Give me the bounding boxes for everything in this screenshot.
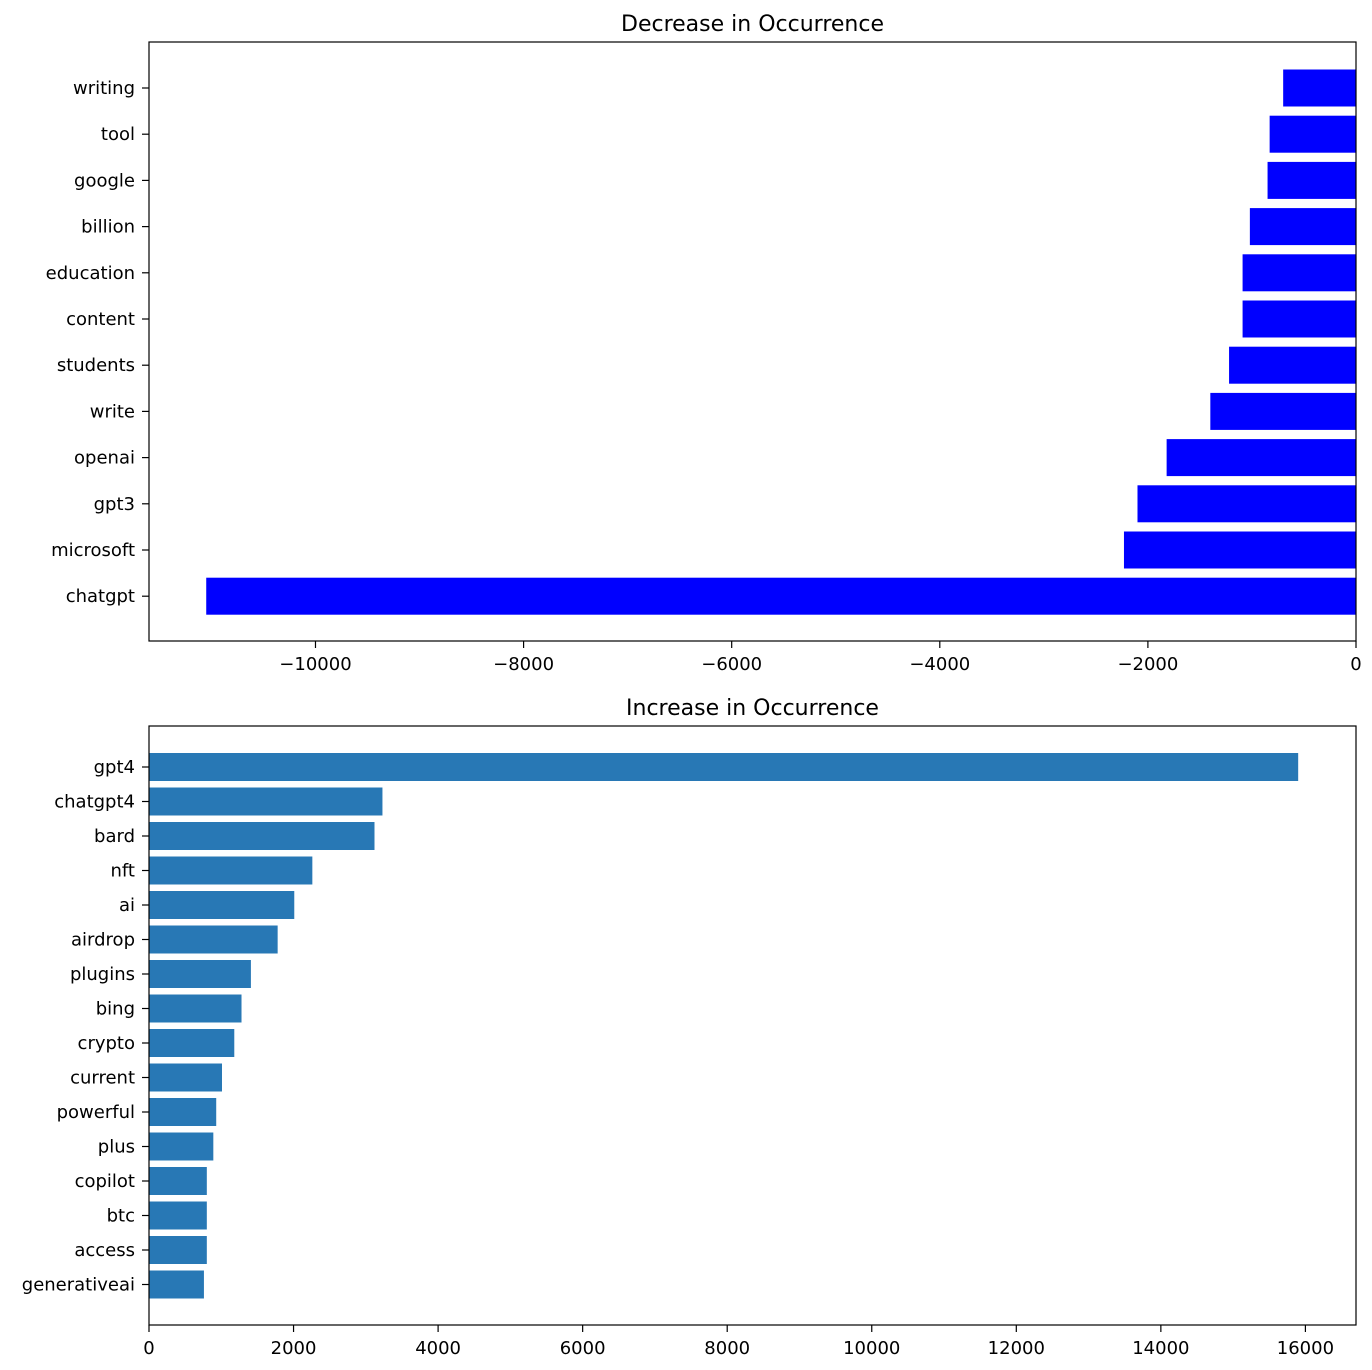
x-tick-label: 6000 <box>560 1338 606 1359</box>
bar-chatgpt <box>206 577 1356 615</box>
bar-ai <box>149 891 295 919</box>
x-tick-label: 8000 <box>704 1338 750 1359</box>
bar-powerful <box>149 1098 217 1126</box>
y-tick-label: btc <box>107 1206 135 1227</box>
x-tick-label: 0 <box>143 1338 154 1359</box>
bar-write <box>1210 392 1356 430</box>
x-tick-label: −6000 <box>701 654 762 675</box>
x-tick-label: 16000 <box>1277 1338 1334 1359</box>
bar-nft <box>149 856 313 885</box>
y-tick-label: openai <box>74 448 135 469</box>
y-tick-label: ai <box>119 895 135 916</box>
y-tick-label: plus <box>98 1137 135 1158</box>
x-tick-label: 14000 <box>1132 1338 1189 1359</box>
y-tick-label: microsoft <box>51 540 135 561</box>
x-tick-label: −10000 <box>279 654 351 675</box>
y-tick-label: current <box>70 1068 135 1089</box>
bar-airdrop <box>149 925 278 954</box>
y-tick-label: gpt4 <box>94 757 135 778</box>
bar-gpt4 <box>149 753 1299 781</box>
bar-openai <box>1166 439 1356 477</box>
y-tick-label: generativeai <box>22 1275 135 1296</box>
bar-education <box>1242 254 1356 292</box>
x-tick-label: 4000 <box>415 1338 461 1359</box>
x-tick-label: 10000 <box>843 1338 900 1359</box>
x-tick-label: 0 <box>1350 654 1361 675</box>
bar-bing <box>149 994 242 1023</box>
bar-gpt3 <box>1137 485 1356 523</box>
bar-tool <box>1269 115 1356 153</box>
y-tick-label: education <box>46 263 135 284</box>
y-tick-label: content <box>66 309 135 330</box>
y-tick-label: billion <box>81 217 135 238</box>
x-tick-label: −8000 <box>493 654 554 675</box>
bar-bard <box>149 822 375 850</box>
y-tick-label: nft <box>111 861 136 882</box>
bar-access <box>149 1236 207 1264</box>
chart-title: Increase in Occurrence <box>626 696 879 721</box>
y-tick-label: google <box>74 170 135 191</box>
x-tick-label: 2000 <box>271 1338 317 1359</box>
bar-billion <box>1249 208 1356 246</box>
y-tick-label: plugins <box>70 964 135 985</box>
y-tick-label: access <box>74 1240 135 1261</box>
y-tick-label: bing <box>96 999 135 1020</box>
bar-current <box>149 1063 222 1092</box>
bar-content <box>1242 300 1356 338</box>
x-tick-label: −4000 <box>909 654 970 675</box>
bar-plugins <box>149 960 251 988</box>
x-tick-label: −2000 <box>1117 654 1178 675</box>
y-tick-label: write <box>90 401 135 422</box>
axes-frame <box>148 41 1357 642</box>
bar-microsoft <box>1123 531 1356 569</box>
y-tick-label: copilot <box>75 1171 135 1192</box>
y-tick-label: powerful <box>57 1102 135 1123</box>
bar-btc <box>149 1201 207 1230</box>
bar-writing <box>1283 69 1356 107</box>
y-tick-label: students <box>57 355 135 376</box>
y-tick-label: airdrop <box>71 930 135 951</box>
bar-generativeai <box>149 1270 204 1299</box>
bar-copilot <box>149 1167 207 1195</box>
bar-chatgpt4 <box>149 787 383 816</box>
bar-google <box>1267 161 1356 199</box>
x-tick-label: 12000 <box>988 1338 1045 1359</box>
increase-chart: Increase in Occurrence gpt4 chatgpt4 bard nf… <box>22 696 1357 1359</box>
bar-crypto <box>149 1029 235 1057</box>
axes-frame <box>148 725 1357 1326</box>
bar-plus <box>149 1132 214 1161</box>
decrease-chart: Decrease in Occurrence writing tool google b… <box>46 12 1362 675</box>
y-tick-label: chatgpt4 <box>54 792 135 813</box>
y-tick-label: tool <box>101 124 135 145</box>
chart-title: Decrease in Occurrence <box>621 12 884 37</box>
bar-students <box>1229 346 1356 384</box>
y-tick-label: bard <box>94 826 135 847</box>
y-tick-label: chatgpt <box>66 586 135 607</box>
y-tick-label: writing <box>73 78 135 99</box>
y-tick-label: gpt3 <box>94 494 135 515</box>
y-tick-label: crypto <box>78 1033 135 1054</box>
